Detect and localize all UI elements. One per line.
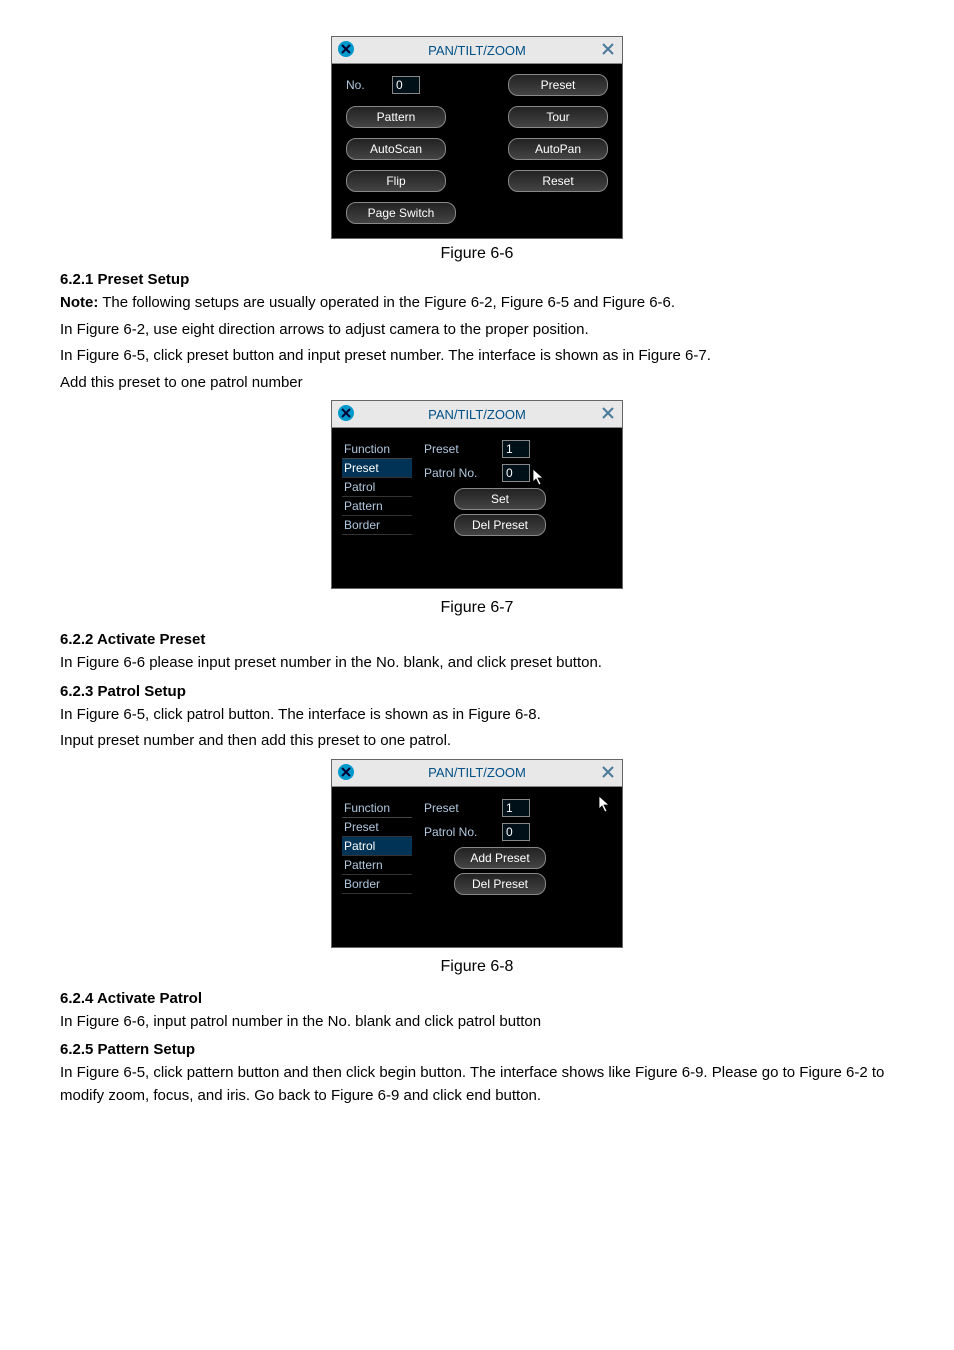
function-header: Function bbox=[342, 799, 412, 818]
ptz-panel-67: PAN/TILT/ZOOM Function Preset Patrol Pat… bbox=[331, 400, 623, 589]
patrol-no-input[interactable] bbox=[502, 464, 530, 482]
heading-625: 6.2.5 Pattern Setup bbox=[60, 1041, 894, 1058]
add-preset-button[interactable]: Add Preset bbox=[454, 847, 546, 869]
heading-623: 6.2.3 Patrol Setup bbox=[60, 683, 894, 700]
text-621-l2: In Figure 6-2, use eight direction arrow… bbox=[60, 319, 894, 342]
cursor-icon bbox=[598, 795, 612, 813]
autopan-button[interactable]: AutoPan bbox=[508, 138, 608, 160]
del-preset-button[interactable]: Del Preset bbox=[454, 514, 546, 536]
text-623-l2: Input preset number and then add this pr… bbox=[60, 730, 894, 753]
preset-label: Preset bbox=[424, 442, 494, 456]
list-item[interactable]: Pattern bbox=[342, 856, 412, 875]
panel-title-text: PAN/TILT/ZOOM bbox=[428, 407, 526, 422]
tour-button[interactable]: Tour bbox=[508, 106, 608, 128]
figure-6-7-panel: PAN/TILT/ZOOM Function Preset Patrol Pat… bbox=[60, 400, 894, 589]
text-623-l1: In Figure 6-5, click patrol button. The … bbox=[60, 704, 894, 727]
figure-6-8-panel: PAN/TILT/ZOOM Function Preset Patrol Pat… bbox=[60, 759, 894, 948]
list-item[interactable]: Border bbox=[342, 516, 412, 535]
panel-body: Function Preset Patrol Pattern Border Pr… bbox=[332, 787, 622, 947]
set-button[interactable]: Set bbox=[454, 488, 546, 510]
panel-body: No. Preset Pattern Tour AutoScan AutoPan… bbox=[332, 64, 622, 238]
figure-6-6-panel: PAN/TILT/ZOOM No. Preset Pattern Tour Au… bbox=[60, 36, 894, 239]
logo-icon bbox=[336, 403, 356, 423]
function-list: Function Preset Patrol Pattern Border bbox=[342, 799, 412, 929]
preset-label: Preset bbox=[424, 801, 494, 815]
preset-button[interactable]: Preset bbox=[508, 74, 608, 96]
note-label: Note: bbox=[60, 294, 98, 311]
ptz-panel: PAN/TILT/ZOOM No. Preset Pattern Tour Au… bbox=[331, 36, 623, 239]
figure-6-8-caption: Figure 6-8 bbox=[60, 958, 894, 976]
text-622: In Figure 6-6 please input preset number… bbox=[60, 652, 894, 675]
text-624: In Figure 6-6, input patrol number in th… bbox=[60, 1011, 894, 1034]
logo-icon bbox=[336, 39, 356, 59]
heading-621: 6.2.1 Preset Setup bbox=[60, 271, 894, 288]
cursor-icon bbox=[532, 468, 546, 486]
panel-titlebar: PAN/TILT/ZOOM bbox=[332, 401, 622, 428]
function-header: Function bbox=[342, 440, 412, 459]
list-item[interactable]: Preset bbox=[342, 459, 412, 478]
panel-title-text: PAN/TILT/ZOOM bbox=[428, 765, 526, 780]
panel-titlebar: PAN/TILT/ZOOM bbox=[332, 760, 622, 787]
no-input[interactable] bbox=[392, 76, 420, 94]
close-icon[interactable] bbox=[600, 764, 616, 780]
patrol-no-input[interactable] bbox=[502, 823, 530, 841]
figure-6-7-caption: Figure 6-7 bbox=[60, 599, 894, 617]
panel-titlebar: PAN/TILT/ZOOM bbox=[332, 37, 622, 64]
panel-body: Function Preset Patrol Pattern Border Pr… bbox=[332, 428, 622, 588]
figure-6-6-caption: Figure 6-6 bbox=[60, 245, 894, 263]
list-item[interactable]: Preset bbox=[342, 818, 412, 837]
close-icon[interactable] bbox=[600, 405, 616, 421]
no-label: No. bbox=[346, 78, 382, 92]
heading-624: 6.2.4 Activate Patrol bbox=[60, 990, 894, 1007]
note-text: The following setups are usually operate… bbox=[98, 294, 675, 311]
patrol-no-label: Patrol No. bbox=[424, 466, 494, 480]
patrol-no-label: Patrol No. bbox=[424, 825, 494, 839]
list-item[interactable]: Pattern bbox=[342, 497, 412, 516]
pattern-button[interactable]: Pattern bbox=[346, 106, 446, 128]
function-right-pane: Preset Patrol No. Add Preset Del Preset bbox=[424, 799, 612, 929]
list-item[interactable]: Patrol bbox=[342, 478, 412, 497]
flip-button[interactable]: Flip bbox=[346, 170, 446, 192]
heading-622: 6.2.2 Activate Preset bbox=[60, 631, 894, 648]
panel-title-text: PAN/TILT/ZOOM bbox=[428, 43, 526, 58]
list-item[interactable]: Patrol bbox=[342, 837, 412, 856]
text-625: In Figure 6-5, click pattern button and … bbox=[60, 1062, 894, 1107]
function-list: Function Preset Patrol Pattern Border bbox=[342, 440, 412, 570]
reset-button[interactable]: Reset bbox=[508, 170, 608, 192]
logo-icon bbox=[336, 762, 356, 782]
ptz-panel-68: PAN/TILT/ZOOM Function Preset Patrol Pat… bbox=[331, 759, 623, 948]
function-right-pane: Preset Patrol No. Set Del Preset bbox=[424, 440, 612, 570]
page-switch-button[interactable]: Page Switch bbox=[346, 202, 456, 224]
text-621-l4: Add this preset to one patrol number bbox=[60, 372, 894, 395]
preset-input[interactable] bbox=[502, 440, 530, 458]
autoscan-button[interactable]: AutoScan bbox=[346, 138, 446, 160]
del-preset-button[interactable]: Del Preset bbox=[454, 873, 546, 895]
text-621-note: Note: The following setups are usually o… bbox=[60, 292, 894, 315]
close-icon[interactable] bbox=[600, 41, 616, 57]
preset-input[interactable] bbox=[502, 799, 530, 817]
text-621-l3: In Figure 6-5, click preset button and i… bbox=[60, 345, 894, 368]
list-item[interactable]: Border bbox=[342, 875, 412, 894]
